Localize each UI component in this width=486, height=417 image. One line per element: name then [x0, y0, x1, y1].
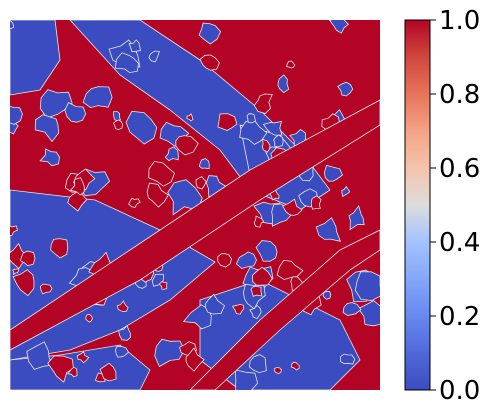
blue-speckle	[246, 113, 256, 124]
blue-speckle	[26, 341, 53, 370]
colorbar-bar	[404, 19, 431, 391]
blue-speckle	[182, 304, 212, 330]
colorbar-tick-label: 0.8	[439, 80, 480, 110]
colorbar-tick-label: 0.2	[439, 302, 480, 332]
blue-speckle	[118, 324, 132, 341]
red-speckle	[47, 355, 74, 383]
red-speckle	[253, 215, 265, 228]
red-speckle	[10, 225, 18, 236]
blue-speckle	[315, 217, 342, 242]
blue-speckle	[198, 22, 222, 45]
red-band	[189, 229, 380, 390]
blue-speckle	[205, 293, 225, 315]
red-speckle	[85, 313, 93, 323]
blue-speckle	[39, 148, 60, 167]
red-speckle	[186, 113, 194, 122]
red-speckle	[217, 113, 238, 131]
red-speckle	[158, 281, 168, 290]
heatmap-image	[10, 20, 380, 390]
blue-speckle	[82, 86, 113, 109]
blue-speckle	[342, 302, 362, 316]
blue-speckle	[249, 305, 262, 320]
red-speckle	[199, 54, 220, 71]
blue-speckle	[354, 271, 380, 302]
red-speckle	[310, 195, 322, 210]
red-speckle	[67, 366, 78, 378]
red-speckle	[50, 238, 69, 259]
blue-speckle	[340, 353, 356, 365]
red-speckle	[112, 119, 124, 131]
red-speckle	[282, 198, 303, 216]
red-speckle	[286, 60, 296, 69]
red-speckle	[76, 351, 90, 364]
red-band	[10, 99, 380, 351]
blue-speckle	[125, 110, 158, 145]
colorbar-tick-label: 0.0	[439, 376, 480, 406]
colorbar-tick-label: 1.0	[439, 6, 480, 36]
red-speckle	[253, 93, 273, 114]
blue-speckle	[337, 81, 354, 97]
blue-region	[10, 20, 61, 96]
red-speckle	[148, 160, 175, 187]
blue-speckle	[198, 158, 210, 170]
colorbar-ticks: 0.0 0.2 0.4 0.6 0.8 1.0	[430, 6, 480, 406]
red-speckle	[290, 361, 300, 371]
red-speckle	[185, 347, 205, 372]
red-speckle	[12, 269, 35, 297]
blue-speckle	[154, 338, 185, 368]
red-speckle	[261, 138, 271, 153]
red-speckle	[12, 268, 20, 276]
blue-speckle	[148, 50, 160, 63]
blue-speckle	[235, 251, 257, 269]
blue-speckle	[348, 205, 365, 231]
red-speckle	[99, 362, 117, 382]
blue-speckle	[34, 114, 60, 143]
blue-speckle	[273, 134, 284, 148]
blue-speckle	[323, 164, 343, 182]
blue-speckle	[114, 345, 130, 358]
red-speckle	[20, 250, 36, 267]
red-speckle	[116, 300, 129, 312]
red-speckle	[128, 197, 141, 208]
red-speckle	[217, 253, 232, 268]
red-speckle	[39, 283, 53, 295]
red-speckle	[231, 303, 245, 315]
colorbar-tick-label: 0.4	[439, 228, 480, 258]
red-speckle	[69, 177, 85, 196]
blue-speckle	[329, 20, 350, 34]
blue-speckle	[114, 52, 139, 74]
blue-speckle	[64, 102, 87, 123]
colorbar: 0.0 0.2 0.4 0.6 0.8 1.0	[404, 6, 480, 406]
blue-speckle	[164, 146, 179, 162]
blue-speckle	[322, 290, 332, 300]
blue-speckle	[239, 120, 268, 145]
red-speckle	[251, 266, 273, 286]
red-speckle	[175, 135, 199, 156]
blue-speckle	[248, 354, 267, 374]
blue-speckle	[10, 20, 15, 30]
blue-speckle	[341, 185, 351, 198]
red-speckle	[273, 367, 282, 375]
red-speckle	[146, 182, 169, 208]
blue-speckle	[357, 300, 380, 327]
blue-speckle	[10, 105, 23, 125]
red-speckle	[195, 176, 207, 190]
colorbar-tick-label: 0.6	[439, 154, 480, 184]
red-speckle	[250, 286, 263, 297]
blue-speckle	[234, 369, 259, 390]
blue-speckle	[277, 74, 290, 94]
blue-speckle	[39, 89, 73, 119]
blue-speckle	[167, 179, 203, 216]
blue-speckle	[255, 240, 278, 262]
blue-speckle	[128, 39, 141, 53]
